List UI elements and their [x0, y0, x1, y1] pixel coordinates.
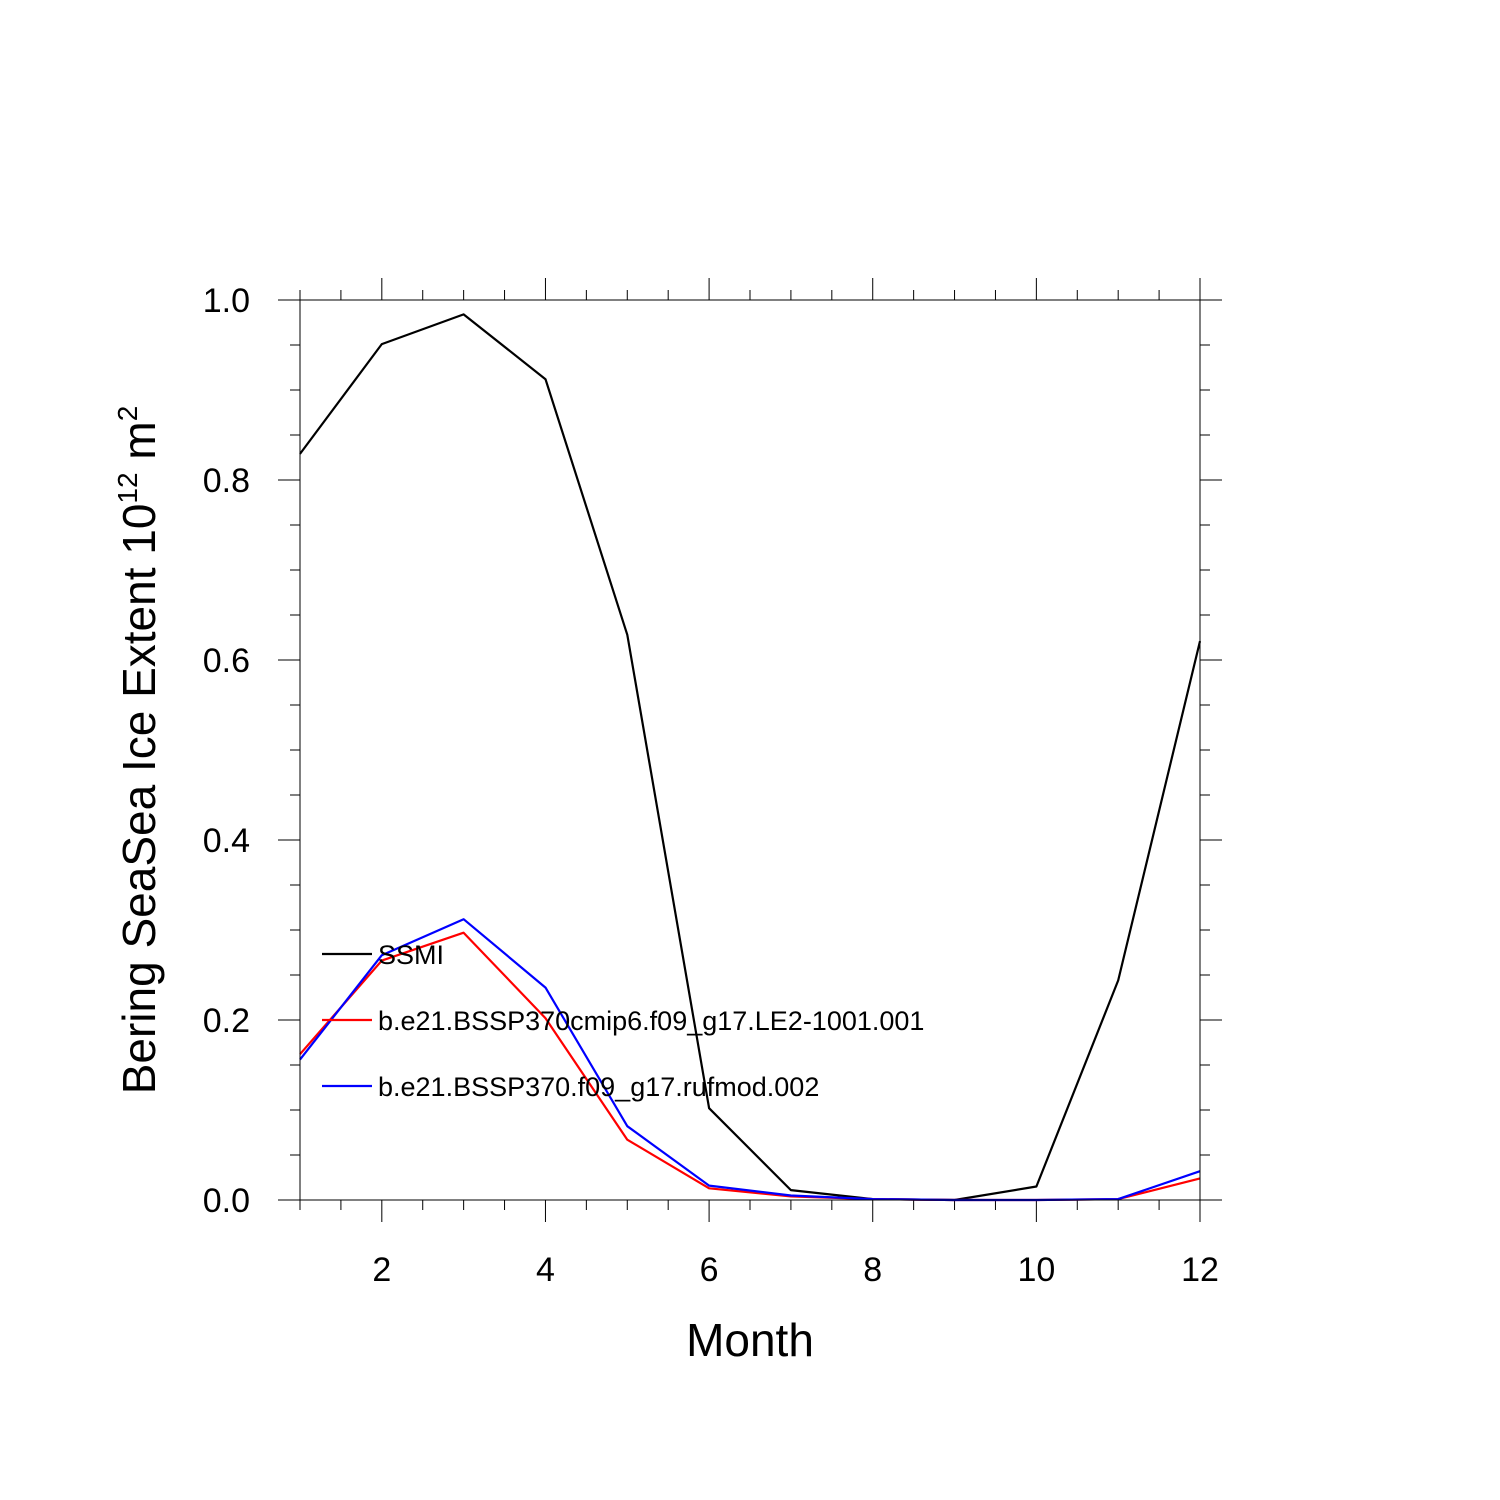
y-axis-title-unit-exponent: 2 [112, 406, 143, 422]
legend-label-0: SSMI [378, 940, 444, 970]
y-tick-label: 0.6 [203, 642, 250, 680]
y-tick-label: 0.8 [203, 462, 250, 500]
y-axis-title-exponent: 12 [112, 472, 143, 503]
legend-label-2: b.e21.BSSP370.f09_g17.rufmod.002 [378, 1072, 819, 1102]
y-axis-title-unit: m [113, 421, 165, 472]
axis-ticks [278, 278, 1222, 1222]
legend: SSMI b.e21.BSSP370cmip6.f09_g17.LE2-1001.… [322, 940, 924, 1102]
y-tick-label: 0.2 [203, 1002, 250, 1040]
y-tick-label: 0.4 [203, 822, 250, 860]
plot-frame [299, 299, 1201, 1201]
y-axis-title-main: Bering SeaSea Ice Extent 10 [113, 504, 165, 1095]
x-axis-title: Month [686, 1314, 814, 1366]
y-tick-label: 0.0 [203, 1182, 250, 1220]
series-layer [299, 313, 1202, 1202]
x-tick-label: 10 [1017, 1251, 1055, 1289]
x-tick-label: 4 [536, 1251, 555, 1289]
y-tick-label: 1.0 [203, 282, 250, 320]
tick-labels: 2 4 6 8 10 12 0.0 0.2 0.4 0.6 0.8 1.0 [203, 282, 1219, 1289]
x-tick-label: 8 [863, 1251, 882, 1289]
x-tick-label: 12 [1181, 1251, 1219, 1289]
series-line-0 [299, 313, 1202, 1202]
y-axis-title: Bering SeaSea Ice Extent 1012 m2 [112, 406, 165, 1095]
legend-label-1: b.e21.BSSP370cmip6.f09_g17.LE2-1001.001 [378, 1006, 924, 1036]
x-tick-label: 2 [372, 1251, 391, 1289]
series-line-1 [299, 931, 1201, 1202]
x-tick-label: 6 [700, 1251, 719, 1289]
